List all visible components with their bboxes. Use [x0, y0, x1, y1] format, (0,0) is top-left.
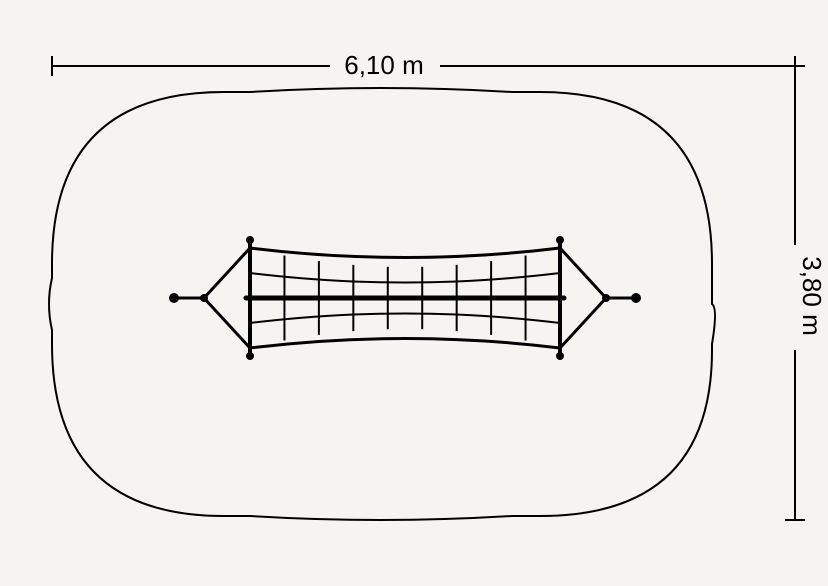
dimension-height: 3,80 m [785, 66, 827, 520]
technical-drawing: 6,10 m 3,80 m [0, 0, 828, 586]
dimension-height-label: 3,80 m [797, 256, 827, 336]
rope-net-bridge [169, 236, 641, 360]
dimension-width: 6,10 m [52, 50, 795, 80]
safety-area-outline [49, 88, 715, 520]
dimension-width-label: 6,10 m [344, 50, 424, 80]
